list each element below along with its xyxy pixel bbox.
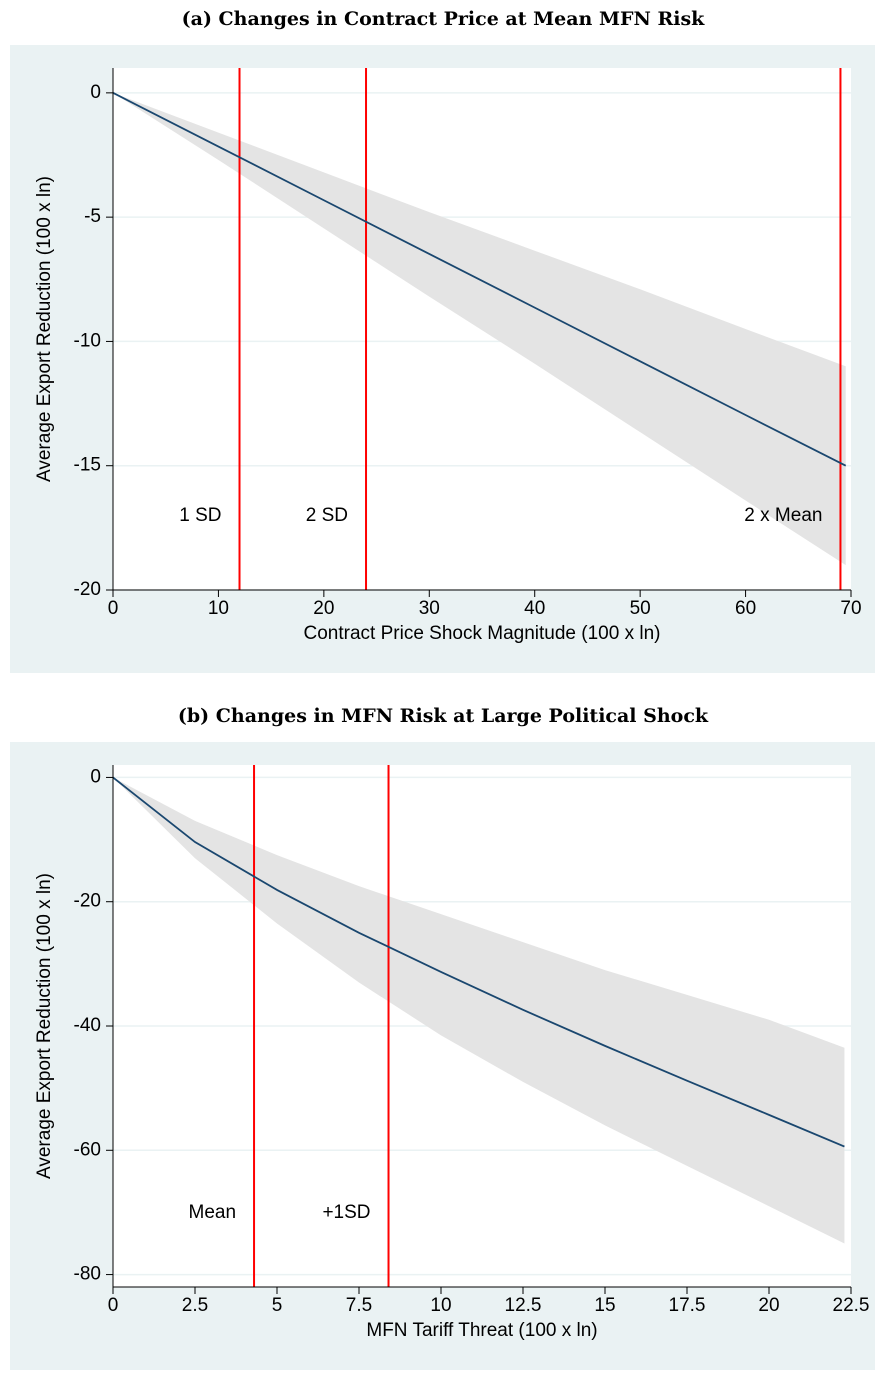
x-tick-label: 7.5 [346,1295,372,1316]
y-axis-label: Average Export Reduction (100 x ln) [34,873,55,1179]
x-tick-label: 50 [630,598,651,619]
y-tick-label: 0 [90,82,101,103]
reference-label: Mean [189,1202,237,1223]
x-tick-label: 60 [735,598,756,619]
x-axis-label: MFN Tariff Threat (100 x ln) [366,1320,597,1341]
confidence-band [113,92,846,566]
y-tick-label: -20 [74,891,101,912]
chart-title: (b) Changes in MFN Risk at Large Politic… [178,705,709,727]
reference-label: 2 x Mean [744,505,822,526]
y-tick-label: 0 [90,766,101,787]
x-tick-label: 22.5 [833,1295,870,1316]
y-tick-label: -80 [74,1264,101,1285]
reference-label: 1 SD [179,505,221,526]
x-tick-label: 17.5 [669,1295,706,1316]
x-tick-label: 20 [313,598,334,619]
series-line [112,92,847,467]
reference-label: 2 SD [306,505,348,526]
x-tick-label: 20 [758,1295,779,1316]
x-tick-label: 10 [430,1295,451,1316]
y-tick-label: -5 [84,206,101,227]
chart-title: (a) Changes in Contract Price at Mean MF… [182,8,706,30]
x-tick-label: 0 [108,598,119,619]
x-tick-label: 30 [419,598,440,619]
y-tick-label: -10 [74,330,101,351]
x-tick-label: 0 [108,1295,119,1316]
x-tick-label: 40 [524,598,545,619]
y-tick-label: -15 [74,455,101,476]
y-axis-label: Average Export Reduction (100 x ln) [34,176,55,482]
x-tick-label: 10 [208,598,229,619]
confidence-band [113,777,845,1244]
x-axis-label: Contract Price Shock Magnitude (100 x ln… [304,623,661,644]
reference-label: +1SD [322,1202,370,1223]
y-tick-label: -20 [74,579,101,600]
x-tick-label: 5 [272,1295,283,1316]
x-tick-label: 15 [594,1295,615,1316]
y-tick-label: -40 [74,1015,101,1036]
y-tick-label: -60 [74,1139,101,1160]
x-tick-label: 70 [840,598,861,619]
series-line [112,776,845,1148]
x-tick-label: 12.5 [505,1295,542,1316]
x-tick-label: 2.5 [182,1295,208,1316]
